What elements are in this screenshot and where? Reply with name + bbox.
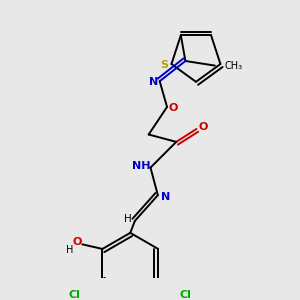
Text: O: O bbox=[72, 238, 81, 248]
Text: N: N bbox=[160, 192, 170, 202]
Text: Cl: Cl bbox=[180, 290, 192, 300]
Text: NH: NH bbox=[132, 161, 151, 171]
Text: CH₃: CH₃ bbox=[224, 61, 242, 70]
Text: O: O bbox=[198, 122, 208, 132]
Text: H: H bbox=[66, 245, 73, 255]
Text: O: O bbox=[169, 103, 178, 113]
Text: N: N bbox=[148, 77, 158, 87]
Text: H: H bbox=[124, 214, 131, 224]
Text: Cl: Cl bbox=[69, 290, 81, 300]
Text: S: S bbox=[160, 60, 168, 70]
